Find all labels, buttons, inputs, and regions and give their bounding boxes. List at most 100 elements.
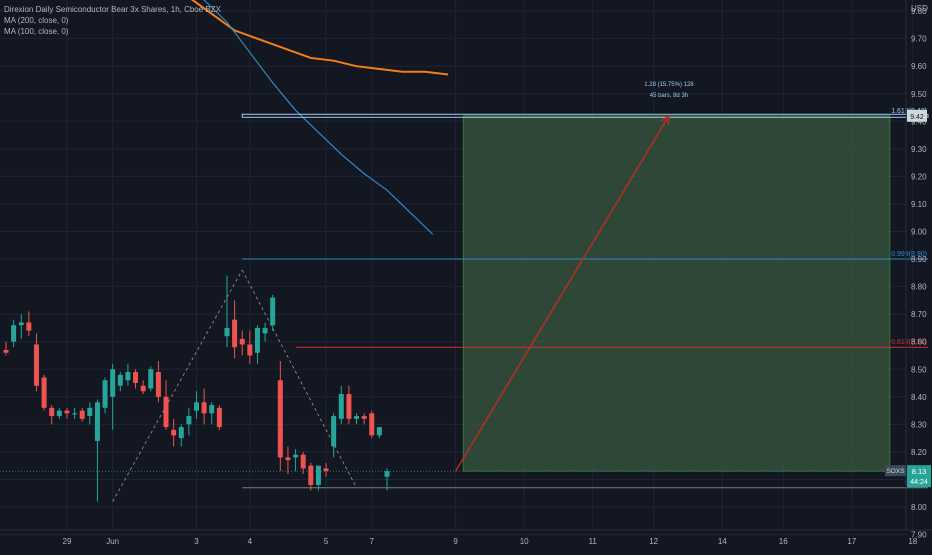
candle-body bbox=[72, 413, 78, 415]
candle-body bbox=[247, 344, 253, 356]
candle-body bbox=[232, 319, 238, 348]
x-tick-label: 14 bbox=[718, 537, 727, 546]
x-tick-label: 9 bbox=[453, 537, 458, 546]
candle-body bbox=[94, 402, 100, 441]
ma100-legend-label: MA (100, close, 0) bbox=[4, 27, 69, 36]
candle-body bbox=[41, 377, 47, 408]
projection-arrow-head bbox=[661, 114, 670, 125]
fib-price-tag-label: 9.42 bbox=[910, 114, 924, 121]
y-tick-label: 8.70 bbox=[911, 310, 927, 319]
candle-body bbox=[239, 338, 245, 345]
ma100-line bbox=[202, 0, 434, 235]
candle-body bbox=[300, 454, 306, 469]
symbol-tag bbox=[885, 465, 906, 477]
pattern-dashed-line bbox=[241, 269, 357, 488]
y-tick-label: 8.30 bbox=[911, 420, 927, 429]
fib-level-label: 0.618(8.58) bbox=[891, 339, 927, 346]
candle-body bbox=[209, 405, 215, 414]
candle-body bbox=[285, 457, 291, 461]
symbol-tag-label: SOXS bbox=[886, 468, 905, 475]
candle-body bbox=[155, 372, 161, 397]
ma200-line bbox=[190, 0, 449, 76]
last-price-tag bbox=[907, 465, 931, 488]
fib-price-tag bbox=[907, 109, 927, 122]
x-tick-label: 16 bbox=[779, 537, 788, 546]
y-tick-label: 9.40 bbox=[911, 117, 927, 126]
x-tick-label: 18 bbox=[908, 537, 917, 546]
y-tick-label: 9.10 bbox=[911, 200, 927, 209]
x-tick-label: 4 bbox=[248, 537, 253, 546]
candle-body bbox=[262, 327, 268, 334]
x-tick-label: Jun bbox=[106, 537, 119, 546]
candle-body bbox=[323, 468, 329, 472]
chart-title: Direxion Daily Semiconductor Bear 3x Sha… bbox=[4, 5, 221, 14]
y-tick-label: 9.30 bbox=[911, 145, 927, 154]
pattern-dashed-line bbox=[112, 269, 243, 502]
fib-level-line bbox=[241, 113, 929, 118]
candle-body bbox=[361, 416, 367, 419]
candle-body bbox=[11, 325, 17, 342]
candle-body bbox=[369, 413, 375, 436]
last-price-label: 8.13 bbox=[912, 467, 927, 476]
x-tick-label: 12 bbox=[649, 537, 658, 546]
x-tick-label: 5 bbox=[324, 537, 329, 546]
y-tick-label: 8.80 bbox=[911, 283, 927, 292]
candle-body bbox=[186, 416, 192, 425]
candle-body bbox=[384, 471, 390, 477]
candle-body bbox=[87, 407, 93, 417]
y-axis-currency: USD bbox=[911, 4, 928, 13]
candle-body bbox=[308, 465, 314, 485]
candle-body bbox=[201, 402, 207, 414]
candle-body bbox=[293, 454, 299, 458]
x-tick-label: 3 bbox=[194, 537, 199, 546]
projection-label-duration: 45 bars, 8d 3h bbox=[650, 93, 688, 99]
candle-body bbox=[346, 394, 352, 419]
y-tick-label: 9.50 bbox=[911, 90, 927, 99]
candle-body bbox=[224, 327, 230, 337]
candle-layer bbox=[0, 275, 906, 502]
candle-body bbox=[354, 416, 360, 419]
candle-body bbox=[270, 297, 276, 326]
candle-body bbox=[140, 385, 146, 392]
y-tick-label: 8.60 bbox=[911, 338, 927, 347]
candle-body bbox=[194, 402, 199, 411]
y-tick-label: 9.00 bbox=[911, 228, 927, 237]
projection-arrow-line bbox=[454, 115, 670, 472]
candle-body bbox=[277, 380, 283, 458]
countdown-label: 44:24 bbox=[910, 479, 928, 486]
candle-body bbox=[18, 322, 24, 326]
pattern-layer bbox=[112, 269, 357, 502]
fib-level-label: 0.999(8.90) bbox=[891, 251, 927, 258]
candle-body bbox=[110, 369, 116, 397]
y-tick-label: 8.00 bbox=[911, 503, 927, 512]
candle-body bbox=[3, 349, 9, 353]
candle-body bbox=[178, 427, 184, 439]
projection-box bbox=[462, 115, 891, 472]
projection-box-layer bbox=[462, 115, 891, 472]
projection-arrow-layer: 1.28 (15.75%) 128 45 bars, 8d 3h bbox=[454, 82, 694, 472]
candle-body bbox=[148, 369, 154, 389]
candle-body bbox=[254, 327, 260, 353]
candle-body bbox=[79, 410, 85, 419]
candle-body bbox=[56, 410, 62, 417]
candle-body bbox=[163, 396, 169, 428]
x-tick-label: 7 bbox=[370, 537, 375, 546]
x-tick-label: 10 bbox=[520, 537, 529, 546]
y-tick-label: 7.90 bbox=[911, 531, 927, 540]
candle-body bbox=[216, 407, 222, 428]
candle-body bbox=[171, 429, 177, 436]
candle-body bbox=[133, 372, 139, 384]
y-tick-label: 8.90 bbox=[911, 255, 927, 264]
x-tick-label: 17 bbox=[847, 537, 856, 546]
moving-average-layer bbox=[190, 0, 449, 235]
candle-body bbox=[338, 394, 344, 419]
chart-legend: Direxion Daily Semiconductor Bear 3x Sha… bbox=[4, 4, 221, 37]
y-tick-label: 8.20 bbox=[911, 448, 927, 457]
x-tick-label: 11 bbox=[589, 537, 598, 546]
y-tick-label: 9.60 bbox=[911, 62, 927, 71]
candle-body bbox=[376, 427, 382, 436]
candle-body bbox=[125, 372, 131, 381]
